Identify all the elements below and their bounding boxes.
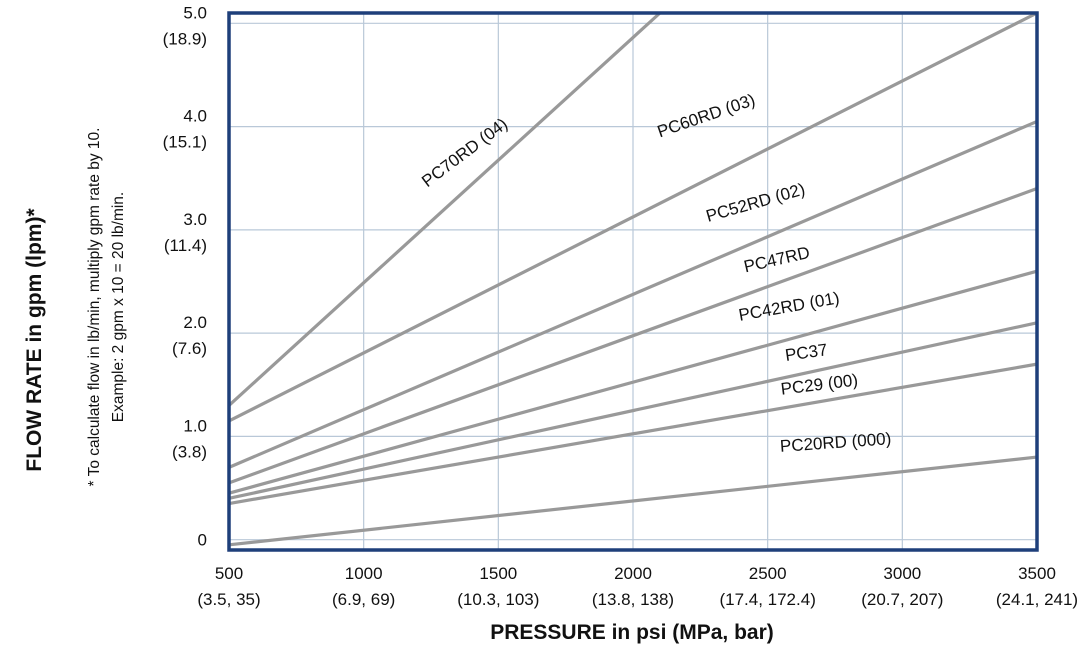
x-tick-label: 1000 xyxy=(345,564,383,583)
series-line-pc60rd-03 xyxy=(228,11,1038,423)
series-label-pc60rd-03: PC60RD (03) xyxy=(655,90,758,141)
x-tick-label: 1500 xyxy=(479,564,517,583)
series-label-pc47rd: PC47RD xyxy=(742,243,812,277)
x-tick-label: 2000 xyxy=(614,564,652,583)
x-tick-label: 2500 xyxy=(749,564,787,583)
x-axis-ticks: 500 (3.5, 35) 1000 (6.9, 69) 1500 (10.3, 103)… xyxy=(197,564,1077,609)
y-tick-label: 2.0 xyxy=(183,313,207,332)
y-tick-label: 3.0 xyxy=(183,210,207,229)
y-tick-label: 4.0 xyxy=(183,107,207,126)
x-tick-sublabel: (24.1, 241) xyxy=(996,590,1077,609)
x-tick-sublabel: (6.9, 69) xyxy=(332,590,395,609)
y-tick-sublabel: (3.8) xyxy=(172,442,207,461)
plot-frame xyxy=(227,11,1039,552)
y-tick-label: 0 xyxy=(198,531,207,550)
x-tick-sublabel: (20.7, 207) xyxy=(861,590,943,609)
series-line-pc52rd-02 xyxy=(228,119,1038,469)
x-tick-label: 500 xyxy=(215,564,243,583)
y-axis-ticks: 0 1.0 (3.8) 2.0 (7.6) 3.0 (11.4) 4.0 (15.1) 5.0 (1… xyxy=(163,3,207,549)
x-tick-sublabel: (17.4, 172.4) xyxy=(719,590,815,609)
series-label-pc52rd-02: PC52RD (02) xyxy=(704,180,807,226)
footnote-line-2: Example: 2 gpm x 10 = 20 lb/min. xyxy=(110,192,127,422)
footnote-line-1: * To calculate flow in lb/min, multiply … xyxy=(86,128,103,487)
series-label-pc70rd-04: PC70RD (04) xyxy=(418,114,511,191)
series-label-pc20rd-000: PC20RD (000) xyxy=(779,429,892,456)
x-axis-title: PRESSURE in psi (MPa, bar) xyxy=(490,621,774,644)
y-tick-label: 1.0 xyxy=(183,416,207,435)
y-tick-label: 5.0 xyxy=(183,3,207,22)
y-tick-sublabel: (18.9) xyxy=(163,29,207,48)
series-line-pc70rd-04 xyxy=(227,11,662,407)
x-tick-label: 3000 xyxy=(883,564,921,583)
x-tick-sublabel: (13.8, 138) xyxy=(592,590,674,609)
y-tick-sublabel: (11.4) xyxy=(164,236,207,255)
series-line-pc47rd xyxy=(228,187,1038,485)
series-label-pc42rd-01: PC42RD (01) xyxy=(737,288,841,324)
series-line-pc37 xyxy=(228,321,1038,500)
series-line-pc42rd-01 xyxy=(228,269,1038,495)
x-tick-sublabel: (3.5, 35) xyxy=(197,590,260,609)
y-axis-title: FLOW RATE in gpm (lpm)* xyxy=(23,208,46,472)
y-tick-sublabel: (7.6) xyxy=(172,339,207,358)
grid xyxy=(229,13,1037,550)
series-lines xyxy=(227,11,1038,547)
x-tick-label: 3500 xyxy=(1018,564,1056,583)
y-tick-sublabel: (15.1) xyxy=(163,133,207,152)
series-label-pc37: PC37 xyxy=(784,340,829,365)
x-tick-sublabel: (10.3, 103) xyxy=(457,590,539,609)
series-line-pc29-00 xyxy=(228,362,1038,506)
series-line-pc20rd-000 xyxy=(228,455,1038,547)
